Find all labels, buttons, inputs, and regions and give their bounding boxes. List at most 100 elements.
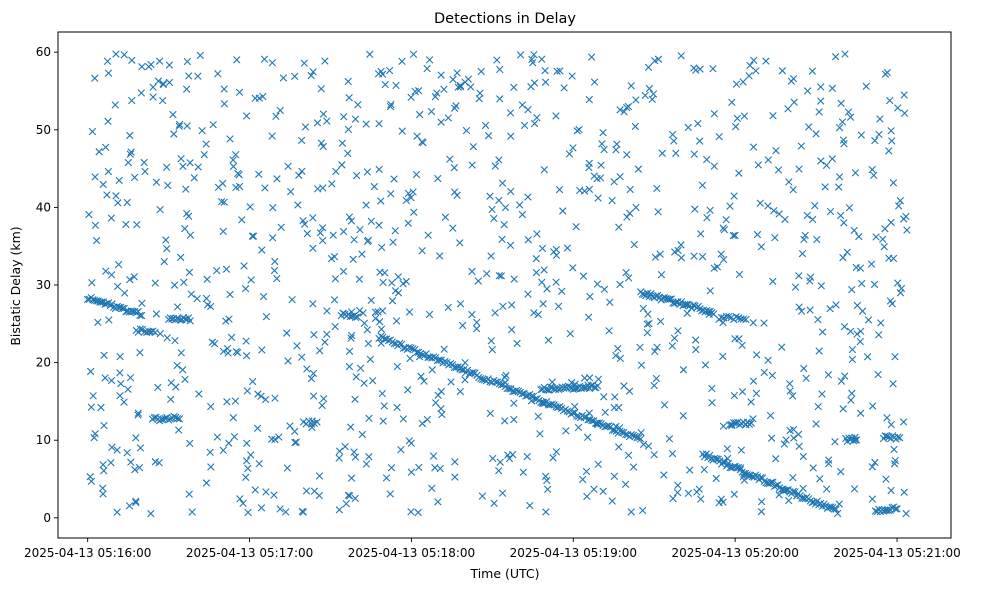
clutter-point bbox=[530, 119, 539, 128]
clutter-point bbox=[86, 473, 94, 481]
clutter-point bbox=[749, 318, 757, 327]
clutter-point bbox=[367, 217, 376, 225]
clutter-point bbox=[764, 356, 772, 364]
track-point bbox=[827, 503, 835, 511]
clutter-point bbox=[224, 349, 232, 357]
clutter-point bbox=[164, 181, 172, 190]
clutter-point bbox=[654, 208, 662, 216]
clutter-point bbox=[615, 223, 623, 231]
clutter-point bbox=[839, 136, 848, 144]
clutter-point bbox=[206, 448, 214, 456]
clutter-point bbox=[177, 349, 185, 357]
clutter-point bbox=[444, 303, 452, 312]
clutter-point bbox=[404, 219, 412, 227]
clutter-point bbox=[812, 130, 820, 138]
track-point bbox=[896, 434, 904, 442]
clutter-point bbox=[585, 95, 594, 104]
clutter-point bbox=[875, 130, 883, 139]
clutter-point bbox=[113, 446, 121, 454]
clutter-point bbox=[495, 271, 504, 280]
clutter-point bbox=[651, 57, 659, 65]
clutter-point bbox=[239, 499, 247, 507]
track-point bbox=[497, 381, 506, 389]
clutter-point bbox=[364, 339, 373, 348]
track-point bbox=[307, 420, 316, 428]
clutter-point bbox=[601, 408, 609, 416]
clutter-point bbox=[543, 485, 552, 494]
clutter-point bbox=[708, 399, 716, 407]
clutter-point bbox=[167, 379, 175, 387]
clutter-point bbox=[335, 447, 344, 455]
clutter-point bbox=[558, 287, 566, 295]
clutter-point bbox=[350, 236, 358, 244]
clutter-point bbox=[653, 184, 661, 193]
clutter-point bbox=[391, 287, 400, 295]
clutter-point bbox=[814, 315, 822, 324]
clutter-point bbox=[437, 118, 445, 126]
clutter-point bbox=[543, 285, 551, 293]
clutter-point bbox=[495, 156, 503, 164]
clutter-point bbox=[284, 357, 292, 365]
track-point bbox=[621, 430, 630, 439]
clutter-point bbox=[730, 192, 738, 200]
clutter-point bbox=[424, 231, 432, 239]
clutter-point bbox=[133, 221, 141, 229]
clutter-point bbox=[347, 217, 356, 225]
clutter-point bbox=[585, 163, 593, 172]
clutter-point bbox=[292, 438, 300, 446]
y-tick-label: 0 bbox=[43, 511, 51, 525]
clutter-point bbox=[552, 112, 560, 120]
clutter-point bbox=[638, 506, 647, 515]
clutter-point bbox=[248, 232, 257, 240]
track-point bbox=[173, 414, 182, 423]
clutter-point bbox=[673, 488, 682, 497]
track-point bbox=[170, 412, 178, 421]
clutter-point bbox=[181, 224, 189, 233]
clutter-point bbox=[599, 128, 607, 137]
clutter-point bbox=[717, 250, 725, 258]
clutter-point bbox=[275, 433, 283, 441]
clutter-point bbox=[700, 465, 708, 474]
clutter-point bbox=[407, 439, 415, 447]
clutter-point bbox=[219, 446, 227, 455]
clutter-point bbox=[886, 96, 894, 105]
clutter-point bbox=[268, 234, 277, 242]
clutter-point bbox=[423, 415, 432, 424]
clutter-point bbox=[132, 497, 140, 505]
clutter-point bbox=[294, 201, 302, 209]
clutter-point bbox=[668, 342, 677, 350]
clutter-point bbox=[175, 120, 184, 129]
clutter-point bbox=[380, 402, 388, 410]
clutter-point bbox=[708, 384, 716, 393]
clutter-point bbox=[271, 435, 279, 444]
clutter-point bbox=[891, 352, 899, 361]
clutter-point bbox=[437, 71, 445, 79]
clutter-point bbox=[407, 468, 416, 476]
clutter-point bbox=[261, 184, 269, 192]
clutter-point bbox=[123, 448, 131, 457]
clutter-point bbox=[831, 438, 839, 446]
clutter-point bbox=[808, 67, 817, 75]
clutter-point bbox=[894, 104, 902, 112]
clutter-point bbox=[620, 382, 628, 390]
track-point bbox=[580, 413, 588, 421]
clutter-point bbox=[639, 440, 648, 449]
clutter-point bbox=[543, 476, 551, 485]
clutter-point bbox=[634, 165, 643, 173]
clutter-point bbox=[540, 165, 549, 174]
clutter-point bbox=[800, 364, 808, 373]
track-point bbox=[407, 344, 415, 352]
clutter-point bbox=[116, 352, 124, 361]
clutter-point bbox=[786, 387, 794, 395]
clutter-point bbox=[562, 427, 570, 435]
clutter-point bbox=[695, 137, 704, 145]
track-point bbox=[390, 339, 398, 348]
clutter-point bbox=[524, 290, 532, 298]
clutter-point bbox=[729, 231, 738, 240]
clutter-point bbox=[660, 471, 668, 479]
clutter-point bbox=[629, 463, 638, 471]
clutter-point bbox=[393, 362, 402, 371]
clutter-point bbox=[233, 56, 241, 64]
clutter-point bbox=[489, 454, 497, 463]
clutter-point bbox=[300, 220, 309, 228]
